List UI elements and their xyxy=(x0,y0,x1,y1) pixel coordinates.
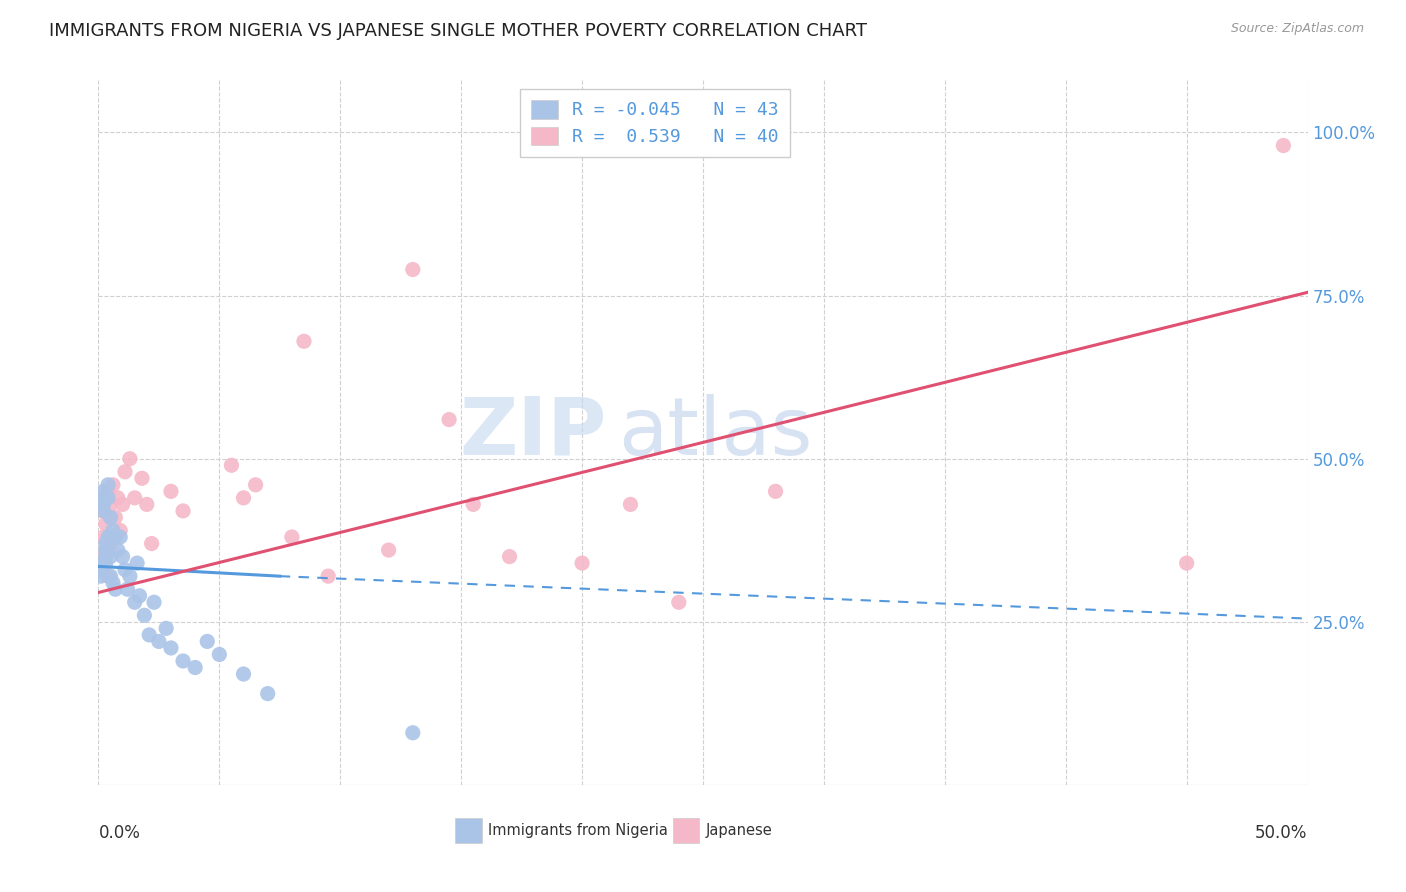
Point xyxy=(184,660,207,674)
Point xyxy=(91,504,114,518)
Point xyxy=(131,471,153,485)
Point xyxy=(94,549,117,564)
Point xyxy=(111,497,134,511)
Text: 0.0%: 0.0% xyxy=(98,823,141,842)
Point xyxy=(765,484,787,499)
Point xyxy=(90,556,112,570)
Point xyxy=(97,530,120,544)
Point xyxy=(402,725,425,739)
Point xyxy=(172,654,194,668)
Point xyxy=(94,543,117,558)
Point xyxy=(117,582,139,597)
Point xyxy=(90,549,112,564)
Point xyxy=(91,497,114,511)
Point xyxy=(100,569,122,583)
Point xyxy=(1272,138,1295,153)
Point xyxy=(97,491,120,505)
Point xyxy=(114,465,136,479)
Point xyxy=(463,497,485,511)
FancyBboxPatch shape xyxy=(456,818,482,843)
Point xyxy=(91,491,114,505)
Point xyxy=(90,556,112,570)
Point xyxy=(571,556,593,570)
Point xyxy=(124,491,146,505)
Point xyxy=(90,563,112,577)
Point xyxy=(437,412,460,426)
Point xyxy=(292,334,315,349)
Point xyxy=(104,510,127,524)
Point xyxy=(100,497,122,511)
Point xyxy=(141,536,163,550)
Point xyxy=(498,549,520,564)
Point xyxy=(94,536,117,550)
Point xyxy=(124,595,146,609)
Point xyxy=(127,556,149,570)
Point xyxy=(281,530,304,544)
Point xyxy=(91,484,114,499)
Point xyxy=(101,478,124,492)
Point xyxy=(100,510,122,524)
Point xyxy=(135,497,157,511)
Legend: R = -0.045   N = 43, R =  0.539   N = 40: R = -0.045 N = 43, R = 0.539 N = 40 xyxy=(520,89,790,157)
Point xyxy=(402,262,425,277)
Point xyxy=(108,524,131,538)
Point xyxy=(104,530,127,544)
Point xyxy=(107,543,129,558)
Point xyxy=(104,582,127,597)
Text: IMMIGRANTS FROM NIGERIA VS JAPANESE SINGLE MOTHER POVERTY CORRELATION CHART: IMMIGRANTS FROM NIGERIA VS JAPANESE SING… xyxy=(49,22,868,40)
Point xyxy=(91,504,114,518)
Point xyxy=(221,458,243,473)
Point xyxy=(97,569,120,583)
Point xyxy=(94,543,117,558)
Point xyxy=(97,478,120,492)
Text: ZIP: ZIP xyxy=(458,393,606,472)
Point xyxy=(172,504,194,518)
Point xyxy=(160,484,183,499)
FancyBboxPatch shape xyxy=(672,818,699,843)
Text: Immigrants from Nigeria: Immigrants from Nigeria xyxy=(488,822,668,838)
Point xyxy=(256,687,278,701)
Point xyxy=(97,484,120,499)
Point xyxy=(195,634,218,648)
Point xyxy=(100,536,122,550)
Text: atlas: atlas xyxy=(619,393,813,472)
Point xyxy=(114,563,136,577)
Point xyxy=(232,491,254,505)
Point xyxy=(101,524,124,538)
Point xyxy=(91,530,114,544)
Point xyxy=(100,549,122,564)
Point xyxy=(90,569,112,583)
Point xyxy=(94,516,117,531)
Point xyxy=(107,491,129,505)
Point xyxy=(134,608,156,623)
Point xyxy=(143,595,166,609)
Point xyxy=(668,595,690,609)
Point xyxy=(245,478,267,492)
Point xyxy=(619,497,641,511)
Point xyxy=(160,640,183,655)
Point xyxy=(108,530,131,544)
Point xyxy=(111,549,134,564)
Point xyxy=(232,667,254,681)
Point xyxy=(138,628,160,642)
Point xyxy=(118,451,141,466)
Point xyxy=(118,569,141,583)
Point xyxy=(377,543,399,558)
Point xyxy=(1175,556,1198,570)
Text: Japanese: Japanese xyxy=(706,822,772,838)
Point xyxy=(148,634,170,648)
Point xyxy=(94,556,117,570)
Text: 50.0%: 50.0% xyxy=(1256,823,1308,842)
Point xyxy=(101,575,124,590)
Point xyxy=(128,589,150,603)
Point xyxy=(208,648,231,662)
Point xyxy=(316,569,339,583)
Text: Source: ZipAtlas.com: Source: ZipAtlas.com xyxy=(1230,22,1364,36)
Point xyxy=(155,621,177,635)
